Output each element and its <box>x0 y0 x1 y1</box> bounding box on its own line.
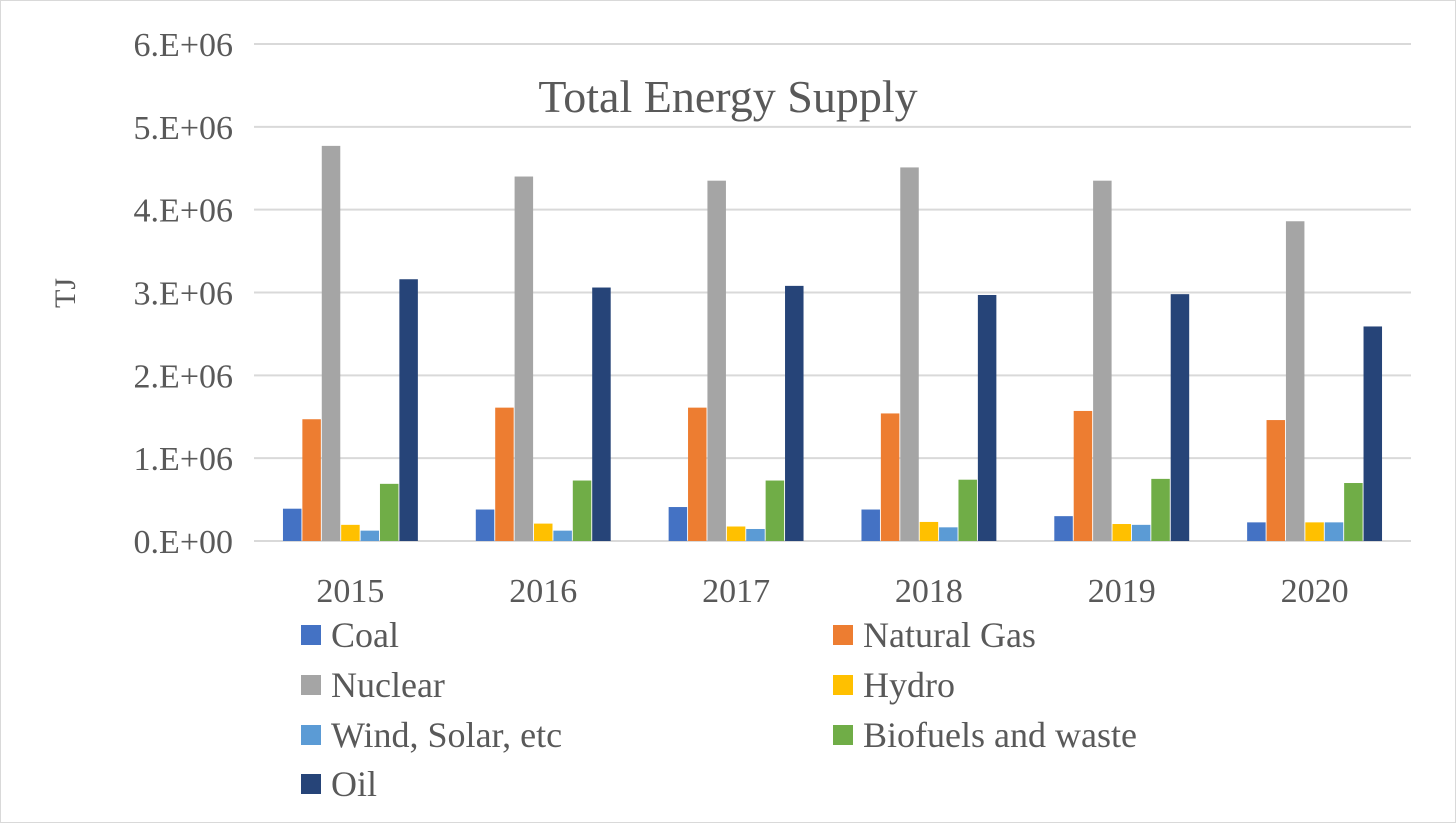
legend-label: Biofuels and waste <box>863 715 1137 755</box>
bar-nuclear-2019 <box>1093 180 1112 542</box>
legend-label: Oil <box>331 764 377 804</box>
legend-label: Coal <box>331 615 399 655</box>
bar-coal-2019 <box>1054 516 1073 541</box>
bar-oil-2019 <box>1170 294 1190 541</box>
y-tick-label: 4.E+06 <box>134 193 233 230</box>
y-tick-label: 6.E+06 <box>134 27 233 64</box>
bar-natural-gas-2018 <box>880 413 900 541</box>
y-tick-label: 5.E+06 <box>134 110 233 147</box>
bar-hydro-2015 <box>341 524 360 541</box>
bar-biofuels-and-waste-2016 <box>572 480 592 541</box>
bar-nuclear-2020 <box>1285 221 1305 541</box>
bar-wind-solar-etc-2015 <box>360 530 380 541</box>
bar-oil-2016 <box>592 287 611 541</box>
chart-title: Total Energy Supply <box>538 71 917 122</box>
x-tick-label: 2015 <box>316 573 384 610</box>
legend: Coal Natural Gas Nuclear Hydro Wind, Solar, … <box>301 615 1137 804</box>
x-tick-label: 2016 <box>509 573 577 610</box>
bar-coal-2018 <box>861 509 880 541</box>
legend-swatch <box>301 725 321 745</box>
bar-biofuels-and-waste-2018 <box>958 479 977 541</box>
bar-biofuels-and-waste-2020 <box>1344 483 1363 541</box>
bar-natural-gas-2016 <box>495 407 514 541</box>
legend-swatch <box>301 625 321 645</box>
y-tick-label: 3.E+06 <box>134 276 233 313</box>
bar-coal-2017 <box>668 507 688 541</box>
legend-swatch <box>833 725 853 745</box>
x-tick-label: 2018 <box>895 573 963 610</box>
x-tick-label: 2017 <box>702 573 770 610</box>
legend-swatch <box>833 625 853 645</box>
bar-hydro-2020 <box>1305 522 1324 541</box>
legend-item-hydro: Hydro <box>833 665 955 705</box>
bar-coal-2015 <box>282 508 302 541</box>
bar-hydro-2017 <box>726 526 746 541</box>
bar-natural-gas-2015 <box>302 419 321 541</box>
x-axis-tick-labels: 2015 2016 2017 2018 2019 2020 <box>316 573 1348 610</box>
bar-hydro-2019 <box>1112 524 1131 541</box>
bar-wind-solar-etc-2019 <box>1131 524 1151 541</box>
bar-nuclear-2018 <box>900 167 919 541</box>
bar-wind-solar-etc-2018 <box>939 527 958 541</box>
bar-nuclear-2016 <box>514 176 534 542</box>
x-tick-label: 2019 <box>1088 573 1156 610</box>
legend-item-coal: Coal <box>301 615 399 655</box>
y-tick-label: 1.E+06 <box>134 441 233 478</box>
legend-item-natural-gas: Natural Gas <box>833 615 1036 655</box>
bar-wind-solar-etc-2020 <box>1324 522 1344 541</box>
y-axis-title: TJ <box>49 278 82 308</box>
bar-coal-2016 <box>475 509 495 541</box>
y-tick-label: 0.E+00 <box>134 524 233 561</box>
legend-label: Wind, Solar, etc <box>331 715 562 755</box>
bars <box>282 145 1383 542</box>
legend-swatch <box>833 675 853 695</box>
legend-item-oil: Oil <box>301 764 377 804</box>
bar-oil-2015 <box>399 279 418 541</box>
legend-label: Nuclear <box>331 665 445 705</box>
y-axis-tick-labels: 0.E+00 1.E+06 2.E+06 3.E+06 4.E+06 5.E+06 6.E+… <box>134 27 233 561</box>
bar-wind-solar-etc-2017 <box>746 528 765 541</box>
legend-label: Hydro <box>863 665 955 705</box>
legend-item-nuclear: Nuclear <box>301 665 445 705</box>
y-tick-label: 2.E+06 <box>134 358 233 395</box>
legend-label: Natural Gas <box>863 615 1036 655</box>
bar-hydro-2018 <box>919 521 939 541</box>
legend-item-wind-solar-etc: Wind, Solar, etc <box>301 715 562 755</box>
x-tick-label: 2020 <box>1281 573 1349 610</box>
bar-nuclear-2015 <box>321 145 341 541</box>
bar-biofuels-and-waste-2017 <box>765 480 785 541</box>
bar-biofuels-and-waste-2019 <box>1151 478 1170 541</box>
bar-natural-gas-2017 <box>688 407 707 541</box>
legend-item-biofuels-and-waste: Biofuels and waste <box>833 715 1137 755</box>
legend-swatch <box>301 774 321 794</box>
bar-wind-solar-etc-2016 <box>553 530 572 541</box>
bar-coal-2020 <box>1247 522 1266 541</box>
gridlines <box>254 43 1411 542</box>
bar-nuclear-2017 <box>707 180 726 542</box>
bar-oil-2017 <box>785 285 804 541</box>
bar-natural-gas-2019 <box>1073 410 1093 541</box>
legend-swatch <box>301 675 321 695</box>
bar-natural-gas-2020 <box>1266 420 1286 541</box>
bar-hydro-2016 <box>534 523 553 541</box>
bar-oil-2020 <box>1363 326 1383 541</box>
bar-oil-2018 <box>977 294 997 541</box>
bar-biofuels-and-waste-2015 <box>379 483 399 541</box>
